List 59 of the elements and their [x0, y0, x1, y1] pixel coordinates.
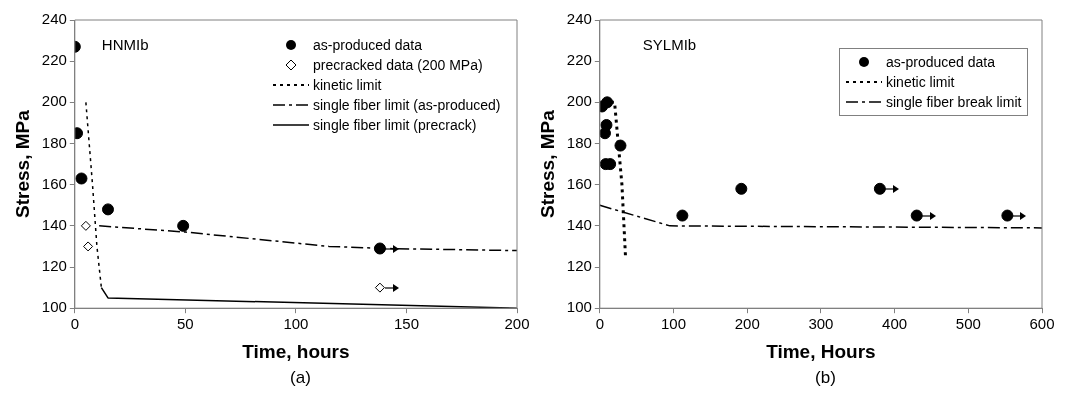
point: [101, 203, 114, 216]
point: [80, 220, 91, 231]
y-tick-label: 140: [41, 216, 67, 233]
y-tick-label: 180: [566, 133, 592, 151]
y-axis-title: Stress, MPa: [536, 109, 558, 218]
legend-label: single fiber limit (precrack): [313, 116, 477, 135]
legend-label: precracked data (200 MPa): [313, 56, 483, 75]
annotation: HNMIb: [101, 35, 149, 53]
point: [873, 182, 886, 195]
point: [600, 118, 613, 131]
y-tick-label: 120: [41, 257, 67, 275]
x-tick-label: 200: [734, 315, 760, 333]
point: [75, 172, 88, 185]
legend-label: as-produced data: [313, 36, 422, 55]
point: [735, 182, 748, 195]
legend-label: as-produced data: [886, 53, 995, 72]
point: [83, 241, 94, 252]
y-tick-label: 100: [41, 298, 67, 316]
y-tick-label: 200: [41, 92, 67, 110]
point: [1001, 209, 1014, 222]
point: [676, 209, 689, 222]
y-tick-label: 180: [41, 133, 67, 151]
legend-label: single fiber break limit: [886, 93, 1022, 112]
x-tick-label: 0: [595, 315, 604, 333]
annotation: SYLMIb: [642, 35, 697, 53]
point: [910, 209, 923, 222]
point: [374, 282, 385, 293]
x-tick-label: 200: [504, 315, 530, 333]
x-tick-label: 150: [393, 315, 419, 333]
legend-label: single fiber limit (as-produced): [313, 96, 501, 115]
x-tick-label: 400: [882, 315, 908, 333]
y-tick-label: 220: [566, 51, 592, 69]
point: [373, 242, 386, 255]
y-tick-label: 200: [566, 92, 592, 110]
point: [614, 139, 627, 152]
y-tick-label: 160: [566, 174, 592, 192]
text: (a): [289, 368, 312, 388]
x-tick-label: 300: [808, 315, 834, 333]
legend-label: kinetic limit: [886, 73, 955, 92]
x-axis-title: Time, Hours: [766, 340, 876, 362]
legend-label: kinetic limit: [313, 76, 382, 95]
y-tick-label: 160: [41, 174, 67, 192]
y-tick-label: 100: [566, 298, 592, 316]
x-tick-label: 0: [70, 315, 79, 333]
point: [177, 219, 190, 232]
point: [601, 96, 614, 109]
x-axis-title: Time, hours: [242, 340, 350, 362]
y-tick-label: 240: [41, 10, 67, 28]
x-tick-label: 100: [661, 315, 687, 333]
y-tick-label: 140: [566, 216, 592, 233]
text: (b): [814, 368, 837, 388]
x-tick-label: 500: [955, 315, 981, 333]
y-tick-label: 240: [566, 10, 592, 28]
x-tick-label: 50: [177, 315, 194, 333]
y-tick-label: 120: [566, 257, 592, 275]
x-tick-label: 600: [1029, 315, 1055, 333]
x-tick-label: 100: [283, 315, 309, 333]
y-tick-label: 220: [41, 51, 67, 69]
y-axis-title: Stress, MPa: [11, 109, 33, 218]
